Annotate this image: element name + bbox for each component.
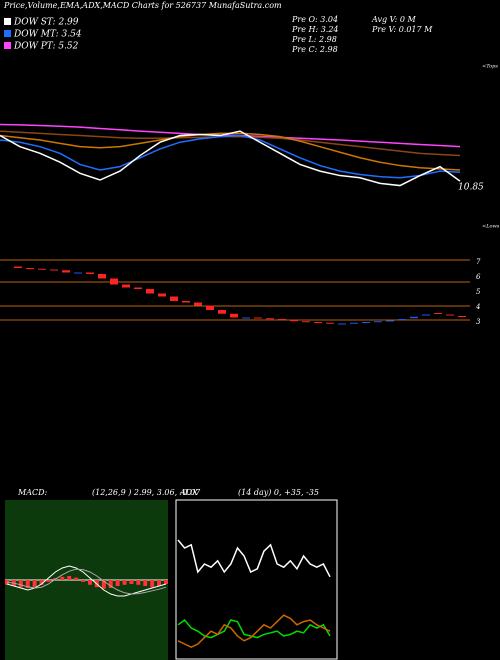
adx-subtitle: (14 day) 0, +35, -35	[238, 488, 319, 497]
y-tick-label: 3	[476, 318, 481, 326]
candle	[326, 322, 334, 324]
series-line	[177, 539, 331, 578]
legend-label: DOW MT: 3.54	[13, 30, 82, 40]
histogram-bar	[136, 580, 141, 585]
histogram-bar	[157, 580, 162, 586]
series-line	[6, 568, 167, 595]
histogram-bar	[39, 580, 44, 585]
candle	[110, 278, 118, 285]
candle	[26, 268, 34, 269]
info-text: Pre O: 3.04	[291, 15, 338, 24]
candle	[134, 287, 142, 289]
y-tick-label: 6	[476, 273, 481, 281]
lows-label: <Lows	[482, 224, 500, 230]
adx-title: ADX	[179, 488, 198, 497]
histogram-bar	[60, 576, 65, 580]
candle	[254, 317, 262, 319]
candle	[122, 284, 130, 288]
series-line	[0, 134, 461, 179]
candle	[98, 274, 106, 279]
candle	[170, 296, 178, 301]
info-text: Pre V: 0.017 M	[371, 25, 433, 34]
candle	[266, 318, 274, 320]
candle	[302, 321, 310, 323]
y-tick-label: 5	[476, 288, 481, 296]
histogram-bar	[81, 580, 86, 582]
series-line	[0, 130, 461, 187]
candle	[386, 320, 394, 322]
macd-title: MACD:	[17, 488, 48, 497]
series-line	[0, 132, 461, 171]
candle	[458, 316, 466, 317]
histogram-bar	[32, 580, 37, 588]
histogram-bar	[122, 580, 127, 585]
tops-label: <Tops	[482, 64, 498, 70]
candle	[446, 314, 454, 316]
info-text: Pre C: 2.98	[291, 45, 338, 54]
chart-title: Price,Volume,EMA,ADX,MACD Charts for 526…	[3, 1, 282, 10]
legend-swatch	[4, 18, 11, 25]
macd-subtitle: (12,26,9 ) 2.99, 3.06, -0.07	[92, 488, 201, 497]
histogram-bar	[115, 580, 120, 586]
candle	[410, 316, 418, 319]
info-text: Avg V: 0 M	[371, 15, 416, 24]
legend-swatch	[4, 42, 11, 49]
candle	[314, 322, 322, 323]
candle	[218, 310, 226, 314]
histogram-bar	[129, 580, 134, 584]
histogram-bar	[150, 580, 155, 588]
candle	[338, 323, 346, 325]
candle	[230, 313, 238, 318]
candle	[158, 293, 166, 297]
y-tick-label: 7	[476, 258, 481, 266]
histogram-bar	[67, 576, 72, 580]
candle	[50, 269, 58, 271]
legend-label: DOW ST: 2.99	[13, 18, 79, 28]
series-line	[177, 614, 331, 649]
legend-swatch	[4, 30, 11, 37]
histogram-bar	[143, 580, 148, 586]
info-text: Pre H: 3.24	[291, 25, 339, 34]
legend-label: DOW PT: 5.52	[13, 42, 79, 52]
candle	[206, 305, 214, 310]
info-text: Pre L: 2.98	[291, 35, 337, 44]
y-tick-label: 4	[475, 303, 480, 311]
adx-panel	[175, 499, 338, 660]
series-line	[177, 618, 331, 639]
histogram-bar	[87, 580, 92, 585]
candle	[362, 322, 370, 323]
candle	[398, 319, 406, 320]
histogram-bar	[18, 580, 23, 588]
candle	[290, 319, 298, 322]
series-line	[0, 123, 461, 148]
histogram-bar	[101, 580, 106, 589]
histogram-bar	[74, 577, 79, 580]
candle	[146, 289, 154, 294]
candle	[434, 313, 442, 314]
series-line	[6, 565, 167, 597]
histogram-bar	[108, 580, 113, 588]
candle	[38, 268, 46, 270]
candle	[14, 266, 22, 268]
candle	[74, 272, 82, 274]
candle	[194, 302, 202, 306]
candle	[242, 317, 250, 319]
candle	[86, 272, 94, 274]
candle	[350, 322, 358, 324]
price-label: 10.85	[458, 183, 484, 193]
histogram-bar	[164, 580, 168, 584]
candle	[62, 270, 70, 273]
candle	[422, 314, 430, 316]
candle	[374, 321, 382, 323]
candle	[278, 319, 286, 320]
candle	[182, 301, 190, 303]
histogram-bar	[25, 580, 30, 588]
histogram-bar	[46, 580, 51, 582]
